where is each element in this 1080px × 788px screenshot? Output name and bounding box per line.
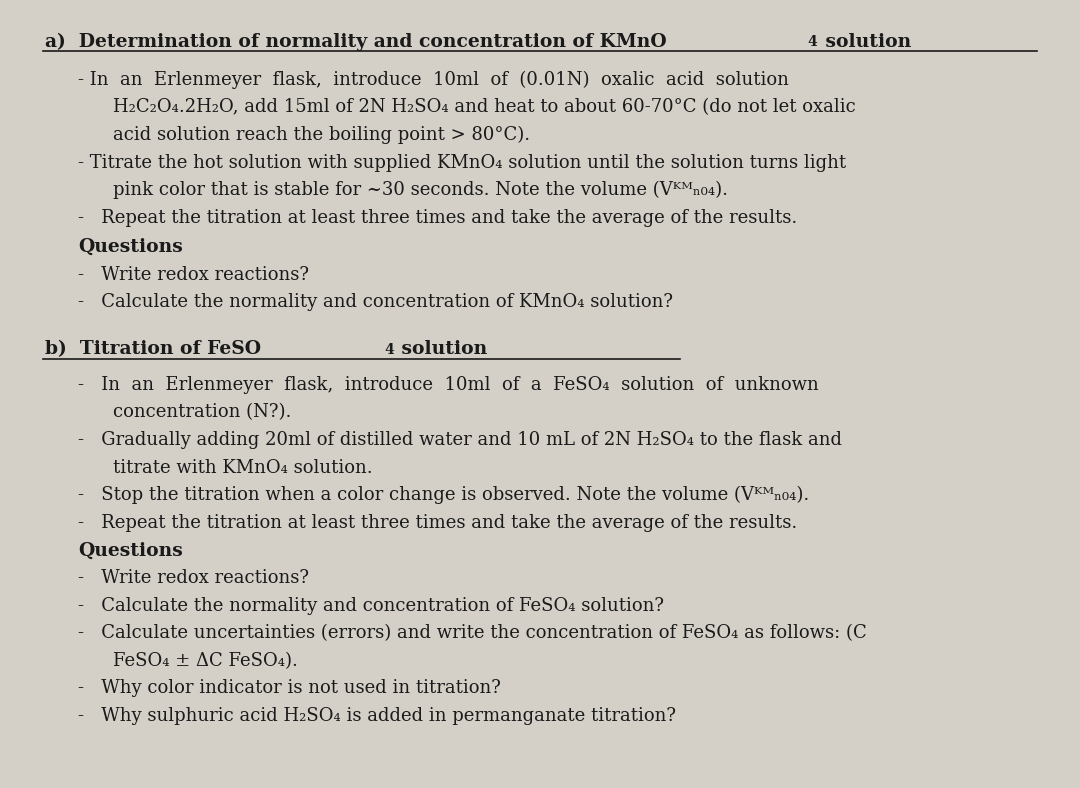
- Text: H₂C₂O₄.2H₂O, add 15ml of 2N H₂SO₄ and heat to about 60-70°C (do not let oxalic: H₂C₂O₄.2H₂O, add 15ml of 2N H₂SO₄ and he…: [113, 98, 856, 117]
- Text: 4: 4: [808, 35, 818, 50]
- Text: solution: solution: [819, 33, 910, 51]
- Text: -   Why sulphuric acid H₂SO₄ is added in permanganate titration?: - Why sulphuric acid H₂SO₄ is added in p…: [78, 707, 676, 725]
- Text: -   In  an  Erlenmeyer  flask,  introduce  10ml  of  a  FeSO₄  solution  of  unk: - In an Erlenmeyer flask, introduce 10ml…: [78, 376, 819, 394]
- Text: solution: solution: [395, 340, 487, 359]
- Text: -   Write redox reactions?: - Write redox reactions?: [78, 569, 309, 587]
- Text: 4: 4: [384, 343, 394, 357]
- Text: -   Repeat the titration at least three times and take the average of the result: - Repeat the titration at least three ti…: [78, 209, 797, 227]
- Text: -   Gradually adding 20ml of distilled water and 10 mL of 2N H₂SO₄ to the flask : - Gradually adding 20ml of distilled wat…: [78, 431, 841, 449]
- Text: titrate with KMnO₄ solution.: titrate with KMnO₄ solution.: [113, 459, 373, 477]
- Text: concentration (N?).: concentration (N?).: [113, 403, 292, 422]
- Text: acid solution reach the boiling point > 80°C).: acid solution reach the boiling point > …: [113, 126, 530, 144]
- Text: -   Calculate the normality and concentration of KMnO₄ solution?: - Calculate the normality and concentrat…: [78, 293, 673, 311]
- Text: pink color that is stable for ~30 seconds. Note the volume (Vᴷᴹₙ₀₄).: pink color that is stable for ~30 second…: [113, 181, 728, 199]
- Text: -   Calculate uncertainties (errors) and write the concentration of FeSO₄ as fol: - Calculate uncertainties (errors) and w…: [78, 624, 866, 642]
- Text: a)  Determination of normality and concentration of KMnO: a) Determination of normality and concen…: [45, 33, 667, 51]
- Text: - Titrate the hot solution with supplied KMnO₄ solution until the solution turns: - Titrate the hot solution with supplied…: [78, 154, 846, 172]
- Text: Questions: Questions: [78, 238, 183, 256]
- Text: -   Why color indicator is not used in titration?: - Why color indicator is not used in tit…: [78, 679, 501, 697]
- Text: FeSO₄ ± ΔC FeSO₄).: FeSO₄ ± ΔC FeSO₄).: [113, 652, 298, 670]
- Text: Questions: Questions: [78, 541, 183, 559]
- Text: - In  an  Erlenmeyer  flask,  introduce  10ml  of  (0.01N)  oxalic  acid  soluti: - In an Erlenmeyer flask, introduce 10ml…: [78, 71, 788, 89]
- Text: -   Write redox reactions?: - Write redox reactions?: [78, 266, 309, 284]
- Text: -   Repeat the titration at least three times and take the average of the result: - Repeat the titration at least three ti…: [78, 514, 797, 532]
- Text: -   Stop the titration when a color change is observed. Note the volume (Vᴷᴹₙ₀₄): - Stop the titration when a color change…: [78, 486, 809, 504]
- Text: -   Calculate the normality and concentration of FeSO₄ solution?: - Calculate the normality and concentrat…: [78, 597, 664, 615]
- Text: b)  Titration of FeSO: b) Titration of FeSO: [45, 340, 261, 359]
